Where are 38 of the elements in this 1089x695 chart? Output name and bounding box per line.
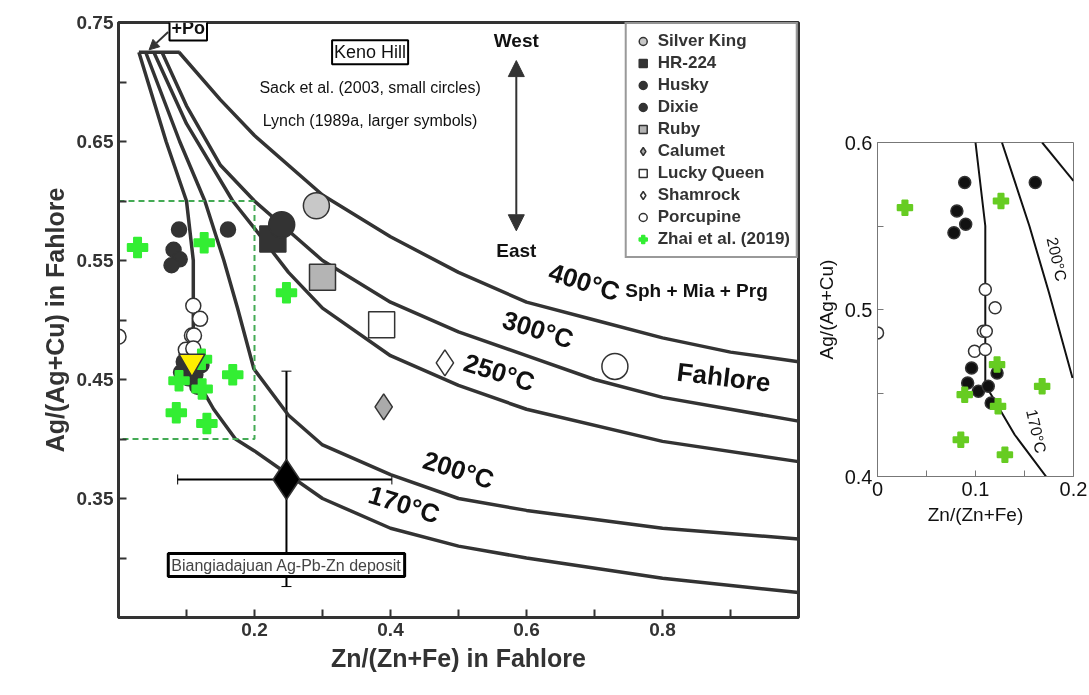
legend-label: Dixie <box>657 96 699 118</box>
x-axis-title: Zn/(Zn+Fe) <box>927 503 1024 525</box>
annotation: Keno Hill <box>334 42 407 63</box>
legend-label: Husky <box>657 74 709 96</box>
x-tick-label: 0 <box>871 477 884 500</box>
legend-label: Calumet <box>657 140 725 162</box>
annotation: 200°C <box>1043 235 1071 284</box>
annotation: Sph + Mia + Prg <box>625 279 768 301</box>
y-tick-label: 0.55 <box>76 250 114 271</box>
y-tick-label: 0.65 <box>76 131 114 152</box>
annotation: Lynch (1989a, larger symbols) <box>262 111 478 129</box>
legend-label: Lucky Queen <box>657 162 765 184</box>
x-tick-label: 0.1 <box>961 477 990 500</box>
x-tick-label: 0.8 <box>649 618 676 640</box>
text: Biangiadajuan Ag-Pb-Zn deposit <box>171 556 402 574</box>
annotation: West <box>493 29 540 51</box>
legend-label: Zhai et al. (2019) <box>657 228 790 250</box>
y-axis-title: Ag/(Ag+Cu) in Fahlore <box>40 187 69 453</box>
y-axis-title: Ag/(Ag+Cu) <box>815 259 837 360</box>
y-tick-label: 0.45 <box>76 369 114 390</box>
legend-label: Ruby <box>657 118 701 140</box>
legend-label: Shamrock <box>657 184 740 206</box>
y-tick-label: 0.75 <box>76 12 114 33</box>
x-tick-label: 0.2 <box>1059 477 1088 500</box>
legend-label: Silver King <box>657 30 747 52</box>
annotation: 170°C <box>1023 407 1050 456</box>
x-tick-label: 0.4 <box>377 618 405 640</box>
y-tick-label: 0.6 <box>844 131 873 154</box>
y-tick-label: 0.35 <box>76 488 114 509</box>
legend-label: Porcupine <box>657 206 741 228</box>
annotation: Fahlore <box>675 356 773 398</box>
annotation: East <box>496 240 538 262</box>
x-tick-label: 0.2 <box>241 618 268 640</box>
x-axis-title: Zn/(Zn+Fe) in Fahlore <box>331 643 587 672</box>
legend-label: HR-224 <box>657 52 717 74</box>
annotation: Sack et al. (2003, small circles) <box>259 79 481 97</box>
y-tick-label: 0.5 <box>844 298 873 321</box>
x-tick-label: 0.6 <box>513 618 540 640</box>
